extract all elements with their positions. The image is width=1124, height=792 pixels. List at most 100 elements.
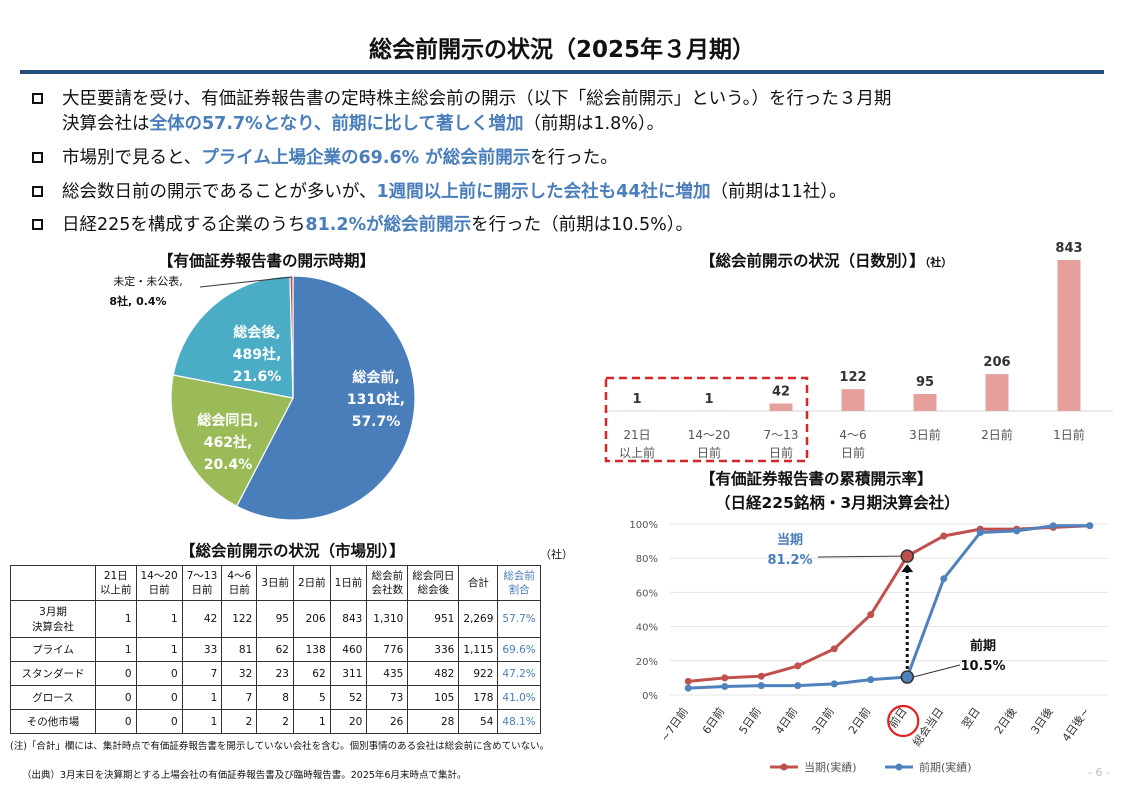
table-cell: 1 bbox=[135, 637, 183, 662]
table-cell: 1 bbox=[181, 685, 223, 710]
table-cell: 1 bbox=[95, 637, 137, 662]
table-cell: 2 bbox=[221, 709, 258, 734]
table-cell: 311 bbox=[329, 661, 368, 686]
table-header-cell: 3日前 bbox=[256, 565, 294, 601]
series-point bbox=[794, 662, 802, 670]
bar-value-label: 843 bbox=[1055, 241, 1082, 256]
table-row-label: 3月期 bbox=[39, 606, 67, 618]
bullet-1-line2: 決算会社は全体の57.7%となり、前期に比して著しく増加（前期は1.8%）。 bbox=[62, 114, 665, 134]
bar-category-label: 4～6 bbox=[839, 428, 866, 442]
series-point bbox=[830, 645, 838, 653]
series-point bbox=[757, 682, 765, 690]
table-row: プライム 1 1 33 81 62 138 460 776 336 1,115 69.6% bbox=[10, 637, 541, 662]
table-cell: 0 bbox=[95, 661, 137, 686]
annotation-label: 10.5% bbox=[960, 659, 1005, 674]
bar-category-label: 21日 bbox=[623, 428, 650, 442]
table-header-cell: 4～6 日前 bbox=[221, 565, 258, 601]
line-category-label: 5日前 bbox=[736, 705, 764, 737]
table-unit: （社） bbox=[540, 548, 573, 561]
bar-category-label: 日前 bbox=[697, 445, 721, 460]
table-row-header: グロース bbox=[10, 685, 96, 710]
table-row: スタンダード 0 0 7 32 23 62 311 435 482 922 47.2% bbox=[10, 661, 541, 686]
table-header-text: 割合 bbox=[508, 584, 530, 596]
bar-category-label: 1日前 bbox=[1053, 427, 1085, 442]
series-point bbox=[1013, 527, 1021, 535]
page-number: - 6 - bbox=[1088, 766, 1110, 779]
table-cell: 1 bbox=[95, 600, 137, 638]
bar-value-label: 1 bbox=[704, 392, 713, 407]
series-point bbox=[867, 676, 875, 684]
table-cell: 2,269 bbox=[458, 600, 499, 638]
table-cell: 1 bbox=[135, 600, 183, 638]
pie-slice-label: 462社, bbox=[204, 434, 253, 451]
table-cell: 1 bbox=[181, 709, 223, 734]
table-cell: 69.6% bbox=[497, 637, 541, 662]
table-cell: 52 bbox=[329, 685, 368, 710]
series-point bbox=[940, 532, 948, 540]
line-y-tick: 80% bbox=[636, 554, 658, 565]
pie-slice-label: 21.6% bbox=[233, 369, 282, 385]
table-cell: 206 bbox=[292, 600, 331, 638]
table-cell: 178 bbox=[458, 685, 499, 710]
table-cell: 5 bbox=[292, 685, 331, 710]
table-cell: 62 bbox=[256, 637, 294, 662]
table-cell: 0 bbox=[135, 709, 183, 734]
bar-category-label: 14～20 bbox=[688, 428, 731, 442]
table-cell: 0 bbox=[135, 685, 183, 710]
highlight-box bbox=[604, 376, 809, 463]
pie-slice-label: 総会前, bbox=[352, 369, 399, 386]
legend-label: 当期(実績) bbox=[804, 760, 857, 774]
line-category-label: ~7日前 bbox=[657, 705, 690, 744]
series-line bbox=[688, 524, 1090, 690]
table-cell: 922 bbox=[458, 661, 499, 686]
series-point bbox=[940, 575, 948, 583]
series-line bbox=[688, 524, 1090, 683]
table-cell: 122 bbox=[221, 600, 258, 638]
table-cell: 81 bbox=[221, 637, 258, 662]
bar bbox=[985, 374, 1009, 411]
note-2: （出典）3月末日を決算期とする上場会社の有価証券報告書及び臨時報告書。2025年… bbox=[22, 770, 467, 781]
market-table: 21日 以上前 14～20 日前 7～13 日前 4～6 日前 3日前 2日前 1日前 総会前 会社数総… bbox=[10, 565, 541, 734]
line-y-tick: 100% bbox=[629, 520, 658, 531]
table-header-text: 14～20 bbox=[140, 570, 178, 582]
table-header-cell: 7～13 日前 bbox=[181, 565, 223, 601]
table-row-label: スタンダード bbox=[21, 668, 85, 680]
series-point bbox=[721, 682, 729, 690]
table-header-cell: 合計 bbox=[458, 565, 499, 601]
table-header-text: 会社数 bbox=[371, 584, 404, 596]
table-row: グロース 0 0 1 7 8 5 52 73 105 178 41.0% bbox=[10, 685, 541, 710]
table-cell: 105 bbox=[407, 685, 460, 710]
line-category-label: 3日前 bbox=[809, 705, 837, 737]
table-cell: 8 bbox=[256, 685, 294, 710]
line-title-2: （日経225銘柄・3月期決算会社） bbox=[715, 494, 960, 512]
bullet-1-line1: 大臣要請を受け、有価証券報告書の定時株主総会前の開示（以下「総会前開示」という。… bbox=[62, 89, 892, 109]
series-point bbox=[757, 672, 765, 680]
bar-value-label: 122 bbox=[839, 370, 866, 385]
table-header-cell: 総会前 割合 bbox=[497, 565, 541, 601]
table-cell: 73 bbox=[366, 685, 409, 710]
table-header-cell: 14～20 日前 bbox=[135, 565, 183, 601]
bar-value-label: 42 bbox=[772, 384, 790, 399]
line-category-label: 3日後 bbox=[1028, 705, 1056, 737]
series-point bbox=[684, 677, 692, 685]
pie-slice-label: 未定・未公表, bbox=[113, 274, 183, 288]
table-row: その他市場 0 0 1 2 2 1 20 26 28 54 48.1% bbox=[10, 709, 541, 734]
pie-slice-label: 1310社, bbox=[347, 391, 405, 408]
table-cell: 435 bbox=[366, 661, 409, 686]
pie-title: 【有価証券報告書の開示時期】 bbox=[158, 252, 376, 270]
table-cell: 7 bbox=[181, 661, 223, 686]
table-row-label: グロース bbox=[32, 692, 74, 704]
table-cell: 48.1% bbox=[497, 709, 541, 734]
table-cell: 7 bbox=[221, 685, 258, 710]
pie-leader-line bbox=[199, 276, 293, 288]
table-cell: 26 bbox=[366, 709, 409, 734]
table-cell: 41.0% bbox=[497, 685, 541, 710]
table-header-text: 日前 bbox=[191, 584, 213, 596]
table-cell: 0 bbox=[95, 709, 137, 734]
line-y-tick: 0% bbox=[642, 691, 658, 702]
table-header-text: 4～6 bbox=[227, 570, 252, 582]
square-bullet-icon bbox=[32, 186, 43, 197]
table-cell: 843 bbox=[329, 600, 368, 638]
table-row-label: その他市場 bbox=[26, 716, 80, 728]
